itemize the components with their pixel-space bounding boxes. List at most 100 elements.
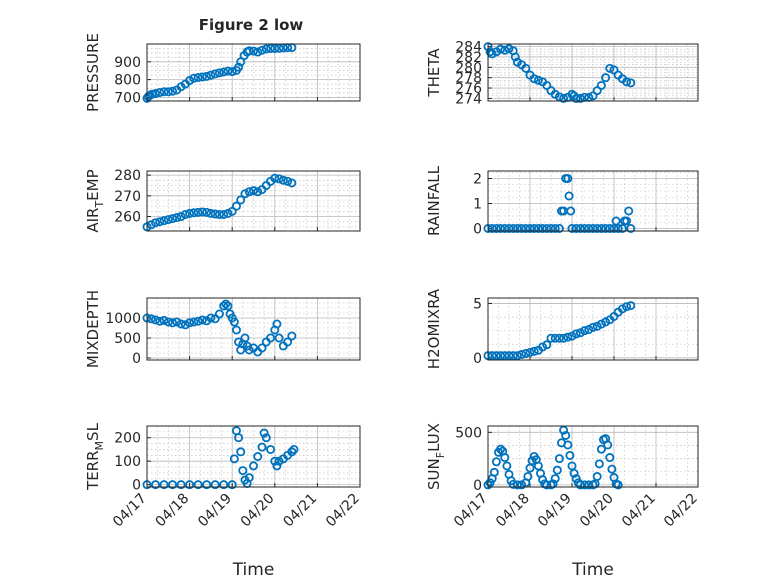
data-point (146, 220, 156, 230)
data-point (542, 340, 552, 350)
data-point (202, 71, 212, 81)
data-point (180, 209, 190, 219)
subplot-air-temp: 260 270 280 AIRTEMP (84, 168, 361, 233)
y-axis-label: MIXDEPTH (84, 290, 102, 368)
y-tick-label: 1000 (105, 311, 141, 327)
data-point (588, 223, 598, 233)
data-point (176, 212, 186, 222)
data-point (554, 223, 564, 233)
data-point (146, 314, 156, 324)
data-point (491, 223, 501, 233)
data-point (575, 480, 585, 490)
data-point (274, 333, 284, 343)
y-tick-label: 5 (473, 296, 482, 312)
data-point (219, 480, 229, 490)
data-point (554, 454, 564, 464)
axes-box (487, 425, 699, 488)
data-point (231, 201, 241, 211)
y-tick-label: 280 (455, 60, 482, 76)
data-point (588, 322, 598, 332)
data-point (172, 317, 182, 327)
data-point (185, 480, 195, 490)
data-point (605, 453, 615, 463)
data-point (214, 68, 224, 78)
y-axis-label: RAINFALL (425, 165, 443, 236)
y-tick-label: 260 (114, 210, 141, 226)
y-tick-label: 282 (455, 50, 482, 66)
axes-box (487, 297, 699, 361)
data-point (180, 320, 190, 330)
data-point (502, 461, 512, 471)
data-point (489, 467, 499, 477)
data-point (163, 87, 173, 97)
data-point (571, 223, 581, 233)
data-point (550, 223, 560, 233)
data-point (491, 351, 501, 361)
data-series (483, 173, 636, 233)
data-point (163, 317, 173, 327)
data-point (206, 208, 216, 218)
data-point (546, 223, 556, 233)
data-point (193, 207, 203, 217)
data-point (159, 480, 169, 490)
data-point (244, 187, 254, 197)
data-point (151, 89, 161, 99)
data-point (159, 87, 169, 97)
data-point (189, 208, 199, 218)
data-point (575, 93, 585, 103)
data-point (571, 329, 581, 339)
y-tick-label: 200 (114, 431, 141, 447)
data-point (151, 480, 161, 490)
data-point (517, 223, 527, 233)
data-point (189, 317, 199, 327)
data-point (510, 52, 520, 62)
data-point (605, 223, 615, 233)
x-axis-label: Time (571, 560, 614, 580)
data-point (504, 223, 514, 233)
data-point (278, 175, 288, 185)
data-point (244, 46, 254, 56)
axes-box (146, 170, 361, 232)
axes-box (146, 297, 361, 361)
y-axis-label: PRESSURE (84, 33, 102, 112)
data-point (626, 301, 636, 311)
data-point (521, 63, 531, 73)
data-point (197, 72, 207, 82)
data-point (559, 93, 569, 103)
data-point (227, 480, 237, 490)
y-tick-label: 274 (455, 91, 482, 107)
data-point (172, 213, 182, 223)
data-point (248, 461, 258, 471)
y-axis-label: H2OMIXRA (425, 288, 443, 369)
data-point (565, 450, 575, 460)
subplot-h2omixra: 0 5 H2OMIXRA (425, 288, 699, 369)
data-series (142, 299, 297, 357)
data-point (561, 430, 571, 440)
y-tick-label: 280 (114, 168, 141, 184)
data-point (550, 333, 560, 343)
y-tick-label: 0 (132, 478, 141, 494)
data-point (261, 433, 271, 443)
plot-area (488, 171, 698, 231)
data-point (202, 480, 212, 490)
data-point (500, 351, 510, 361)
data-point (512, 480, 522, 490)
data-point (559, 333, 569, 343)
data-point (525, 223, 535, 233)
data-point (274, 174, 284, 184)
axes-box (146, 425, 361, 488)
data-point (248, 186, 258, 196)
data-point (508, 351, 518, 361)
data-point (533, 223, 543, 233)
data-point (223, 208, 233, 218)
data-point (575, 223, 585, 233)
data-point (542, 223, 552, 233)
data-point (563, 440, 573, 450)
data-point (566, 206, 576, 216)
data-point (580, 223, 590, 233)
data-point (550, 474, 560, 484)
data-point (613, 223, 623, 233)
data-point (202, 207, 212, 217)
data-point (504, 351, 514, 361)
data-point (159, 315, 169, 325)
